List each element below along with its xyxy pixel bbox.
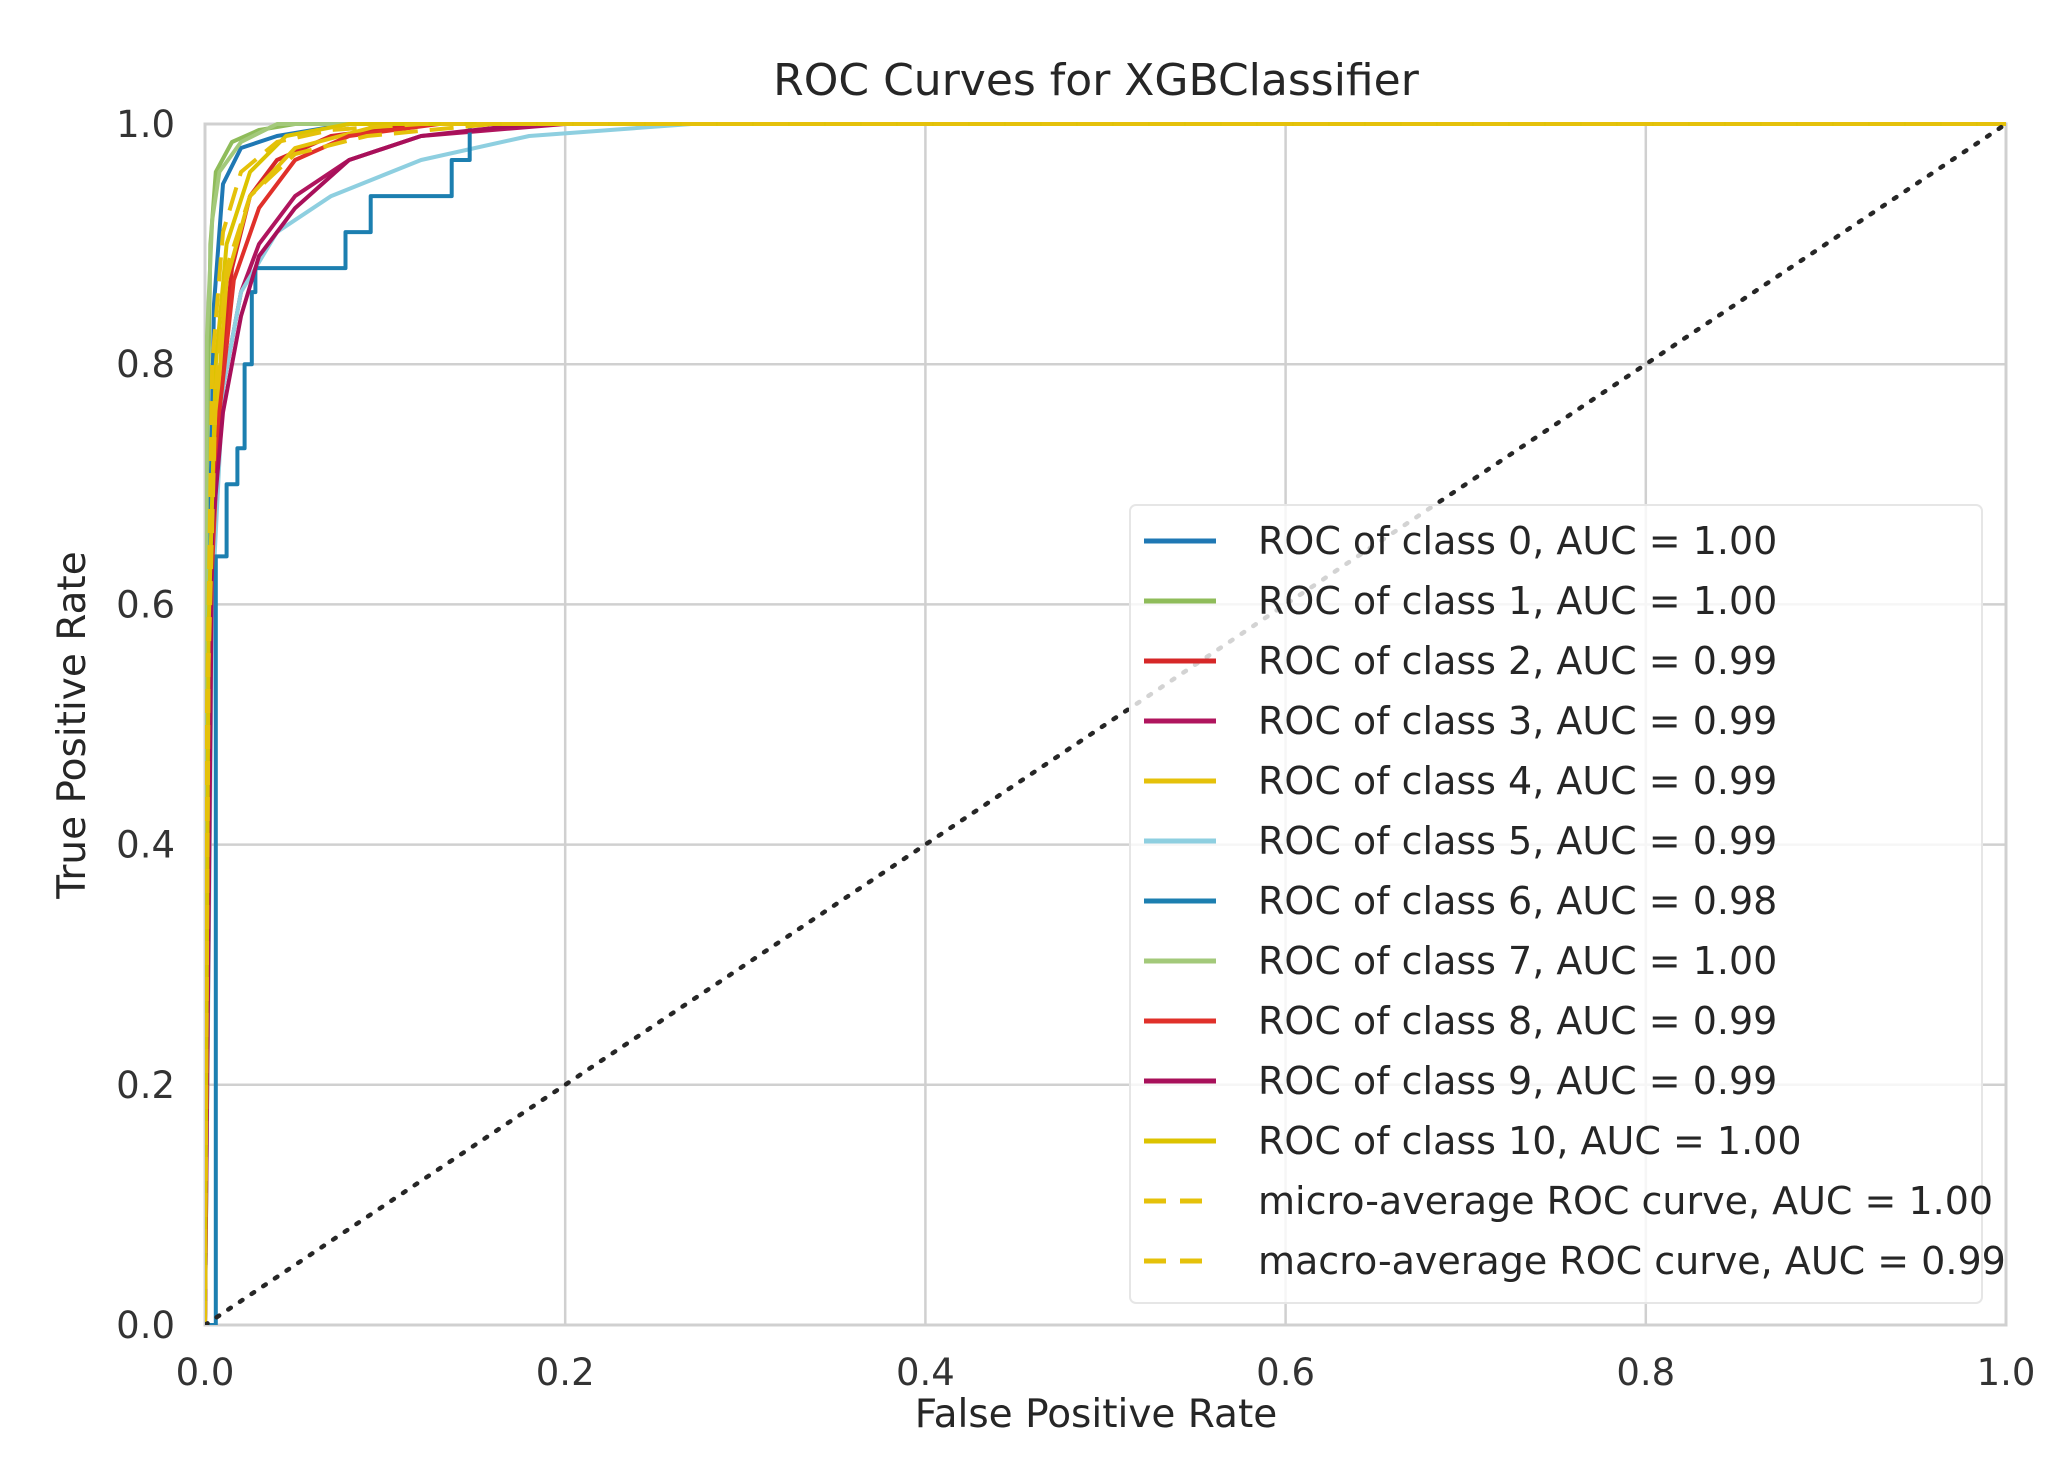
x-tick-label: 0.2 (536, 1351, 595, 1394)
x-tick-label: 0.0 (176, 1351, 235, 1394)
legend-entry: micro-average ROC curve, AUC = 1.00 (1258, 1179, 1993, 1223)
y-axis-label: True Positive Rate (50, 551, 95, 899)
legend-entry: ROC of class 6, AUC = 0.98 (1258, 879, 1777, 923)
y-tick-label: 0.4 (116, 824, 175, 867)
legend: ROC of class 0, AUC = 1.00 ROC of class 1… (1129, 504, 2006, 1304)
y-axis-ticks: 0.0 0.2 0.4 0.6 0.8 1.0 (116, 103, 175, 1347)
legend-box (1129, 504, 1983, 1304)
legend-entry: ROC of class 0, AUC = 1.00 (1258, 519, 1777, 563)
plot-area: ROC of class 0, AUC = 1.00 ROC of class 1… (203, 121, 2008, 1327)
x-axis-ticks: 0.0 0.2 0.4 0.6 0.8 1.0 (176, 1351, 2036, 1394)
series-line-9 (205, 122, 2006, 1325)
y-tick-label: 0.0 (116, 1304, 175, 1347)
series-line-7 (205, 122, 2006, 1325)
series-line-6 (205, 122, 2006, 1325)
legend-entry: ROC of class 5, AUC = 0.99 (1258, 819, 1777, 863)
legend-entry: ROC of class 1, AUC = 1.00 (1258, 579, 1777, 623)
y-tick-label: 0.8 (116, 343, 175, 386)
legend-entry: ROC of class 2, AUC = 0.99 (1258, 639, 1777, 683)
legend-entry: ROC of class 7, AUC = 1.00 (1258, 939, 1777, 983)
legend-entry: macro-average ROC curve, AUC = 0.99 (1258, 1239, 2006, 1283)
legend-entry: ROC of class 4, AUC = 0.99 (1258, 759, 1777, 803)
reference-diagonal (205, 121, 2006, 1325)
x-tick-label: 0.6 (1256, 1351, 1315, 1394)
y-tick-label: 1.0 (116, 103, 175, 146)
x-tick-label: 0.4 (896, 1351, 955, 1394)
x-tick-label: 1.0 (1977, 1351, 2036, 1394)
legend-entry: ROC of class 10, AUC = 1.00 (1258, 1119, 1802, 1163)
series-layer (205, 121, 2006, 1325)
x-axis-label: False Positive Rate (915, 1392, 1277, 1437)
series-line-12 (205, 122, 2006, 1325)
legend-entry: ROC of class 8, AUC = 0.99 (1258, 999, 1777, 1043)
legend-entry: ROC of class 9, AUC = 0.99 (1258, 1059, 1777, 1103)
x-tick-label: 0.8 (1616, 1351, 1675, 1394)
chart-title: ROC Curves for XGBClassifier (773, 55, 1420, 106)
legend-entry: ROC of class 3, AUC = 0.99 (1258, 699, 1777, 743)
series-line-5 (205, 122, 2006, 1325)
y-tick-label: 0.6 (116, 583, 175, 626)
y-tick-label: 0.2 (116, 1064, 175, 1107)
